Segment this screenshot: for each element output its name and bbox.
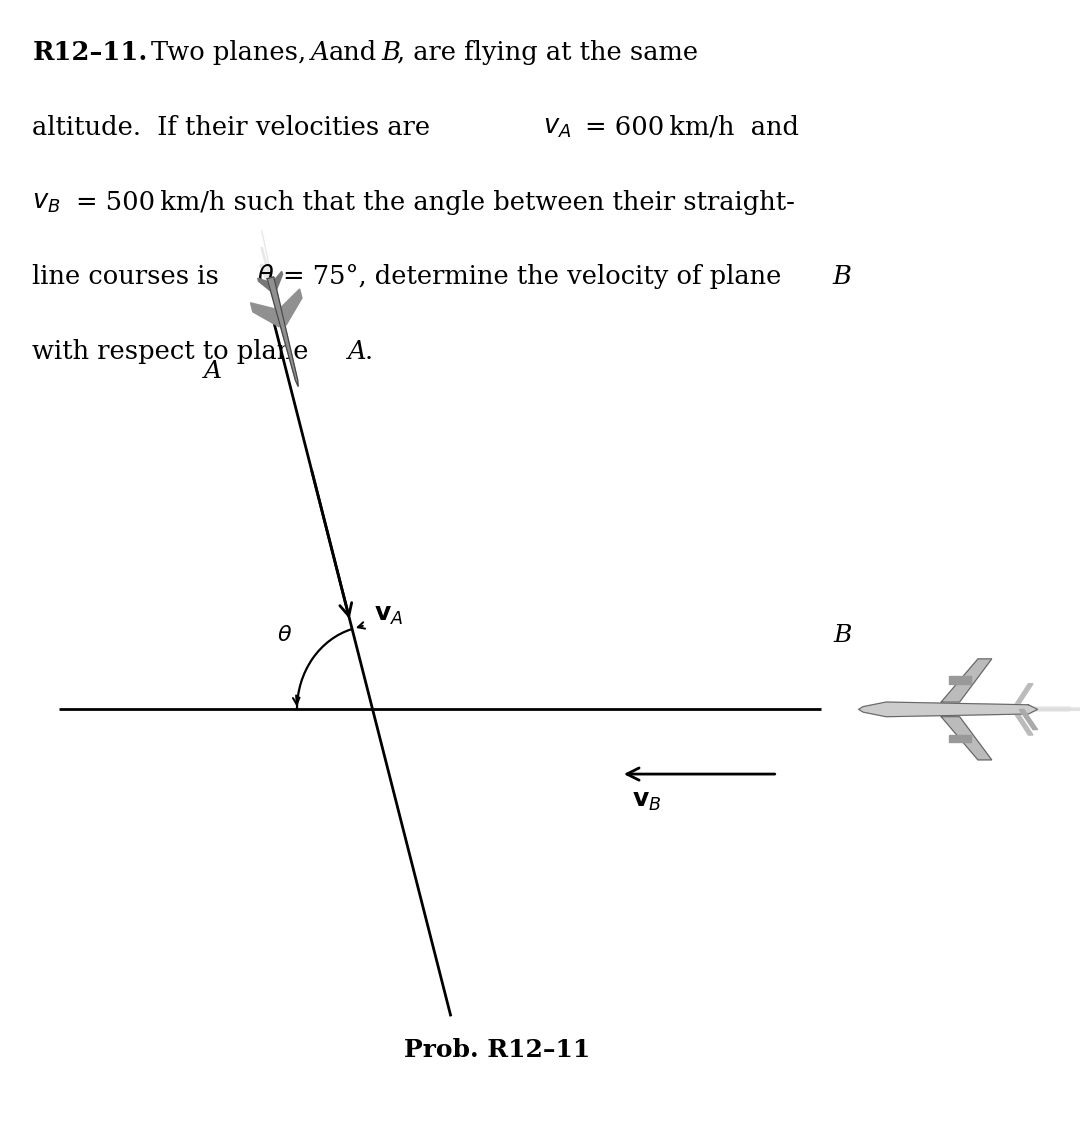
Text: altitude.  If their velocities are: altitude. If their velocities are	[32, 115, 431, 140]
Text: = 600 km/h  and: = 600 km/h and	[585, 115, 799, 140]
Text: A: A	[203, 360, 221, 382]
Polygon shape	[258, 278, 270, 291]
Text: with respect to plane: with respect to plane	[32, 339, 309, 364]
Text: $\mathbf{v}_B$: $\mathbf{v}_B$	[632, 790, 661, 813]
Text: = 75°, determine the velocity of plane: = 75°, determine the velocity of plane	[283, 264, 781, 289]
Polygon shape	[1015, 714, 1032, 735]
Text: Two planes,: Two planes,	[151, 40, 307, 65]
Text: and: and	[328, 40, 377, 65]
Polygon shape	[251, 303, 280, 327]
Polygon shape	[267, 277, 298, 386]
Text: $\mathbf{v}_A$: $\mathbf{v}_A$	[374, 605, 403, 628]
Text: R12–11.: R12–11.	[32, 40, 148, 65]
Polygon shape	[282, 289, 302, 325]
Text: A: A	[311, 40, 329, 65]
Text: line courses is: line courses is	[32, 264, 219, 289]
Polygon shape	[948, 676, 971, 683]
Text: $v_B$: $v_B$	[32, 190, 60, 215]
Text: B: B	[381, 40, 400, 65]
Polygon shape	[1015, 683, 1032, 705]
Text: = 500 km/h such that the angle between their straight-: = 500 km/h such that the angle between t…	[76, 190, 795, 215]
Text: .: .	[365, 339, 374, 364]
Polygon shape	[942, 716, 991, 759]
Text: $v_A$: $v_A$	[543, 115, 571, 140]
Text: $\theta$: $\theta$	[257, 264, 274, 289]
Text: Prob. R12–11: Prob. R12–11	[404, 1037, 590, 1062]
Text: B: B	[833, 624, 852, 647]
Text: $\theta$: $\theta$	[276, 623, 292, 646]
Text: A: A	[348, 339, 366, 364]
Polygon shape	[859, 703, 1038, 716]
Polygon shape	[948, 735, 971, 742]
Polygon shape	[942, 659, 991, 703]
Text: , are flying at the same: , are flying at the same	[397, 40, 699, 65]
Polygon shape	[1020, 709, 1038, 730]
Text: B: B	[833, 264, 851, 289]
Polygon shape	[274, 271, 283, 289]
